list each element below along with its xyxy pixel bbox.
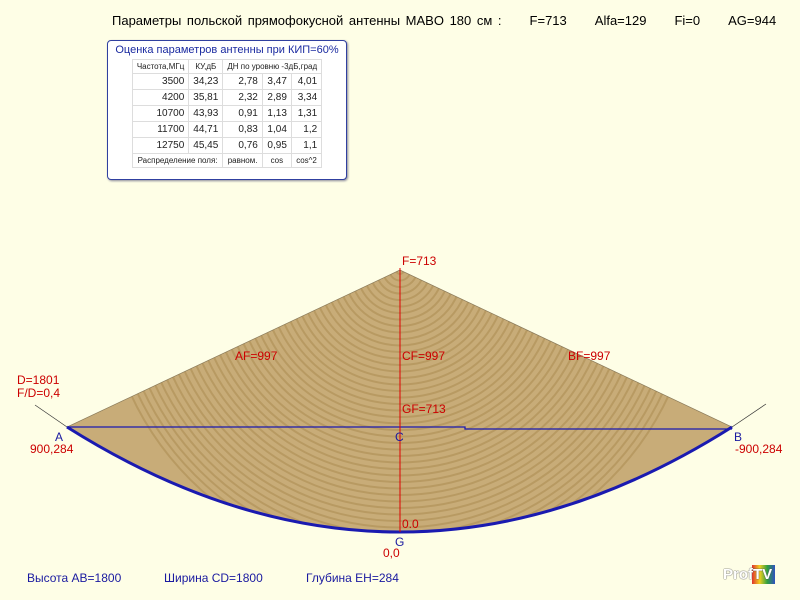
logo: ProfTV [720, 565, 776, 584]
table-row: 4200 35,81 2,32 2,89 3,34 [131, 89, 323, 106]
footer-label: Распределение поля: [131, 153, 224, 168]
label-g-top: 0.0 [402, 517, 419, 531]
label-cf: CF=997 [402, 349, 446, 363]
title-fi: Fi=0 [674, 13, 701, 28]
parameters-table-panel: Оценка параметров антенны при КИП=60% Ча… [107, 40, 347, 180]
table-row: 11700 44,71 0,83 1,04 1,2 [131, 121, 323, 138]
label-f: F=713 [402, 254, 437, 268]
label-b-coord: -900,284 [735, 442, 783, 456]
table-row: 3500 34,23 2,78 3,47 4,01 [131, 73, 323, 90]
title: Параметры польской прямофокусной антенны… [112, 13, 800, 28]
table-row: 10700 43,93 0,91 1,13 1,31 [131, 105, 323, 122]
table-cell: 3,34 [290, 89, 323, 106]
footer-cos2: cos^2 [290, 153, 323, 168]
title-text: Параметры польской прямофокусной антенны… [112, 13, 502, 28]
footer-height: Высота AB=1800 [27, 571, 122, 585]
label-d: D=1801 [17, 373, 60, 387]
title-alfa: Alfa=129 [594, 13, 647, 28]
label-bf: BF=997 [568, 349, 611, 363]
extension-line-right [731, 403, 767, 428]
footer-depth: Глубина EH=284 [306, 571, 399, 585]
table-caption: Оценка параметров антенны при КИП=60% [115, 44, 339, 56]
title-f: F=713 [529, 13, 567, 28]
footer-width: Ширина CD=1800 [164, 571, 263, 585]
label-a: A [55, 430, 64, 444]
label-gf: GF=713 [402, 402, 446, 416]
label-af: AF=997 [235, 349, 278, 363]
label-a-coord: 900,284 [30, 442, 74, 456]
label-b: B [734, 430, 743, 444]
header-gain: КУ,дБ [188, 59, 224, 74]
label-g-coord: 0,0 [383, 546, 400, 560]
label-c: C [395, 430, 404, 444]
parameters-table: Частота,МГц КУ,дБ ДН по уровню -3дБ,град 3… [131, 59, 323, 168]
title-ag: AG=944 [728, 13, 777, 28]
label-fd: F/D=0,4 [17, 386, 61, 400]
table-cell: 1,2 [290, 121, 323, 138]
aperture-line [67, 426, 732, 430]
label-g: G [395, 535, 405, 549]
extension-line-left [34, 404, 68, 428]
